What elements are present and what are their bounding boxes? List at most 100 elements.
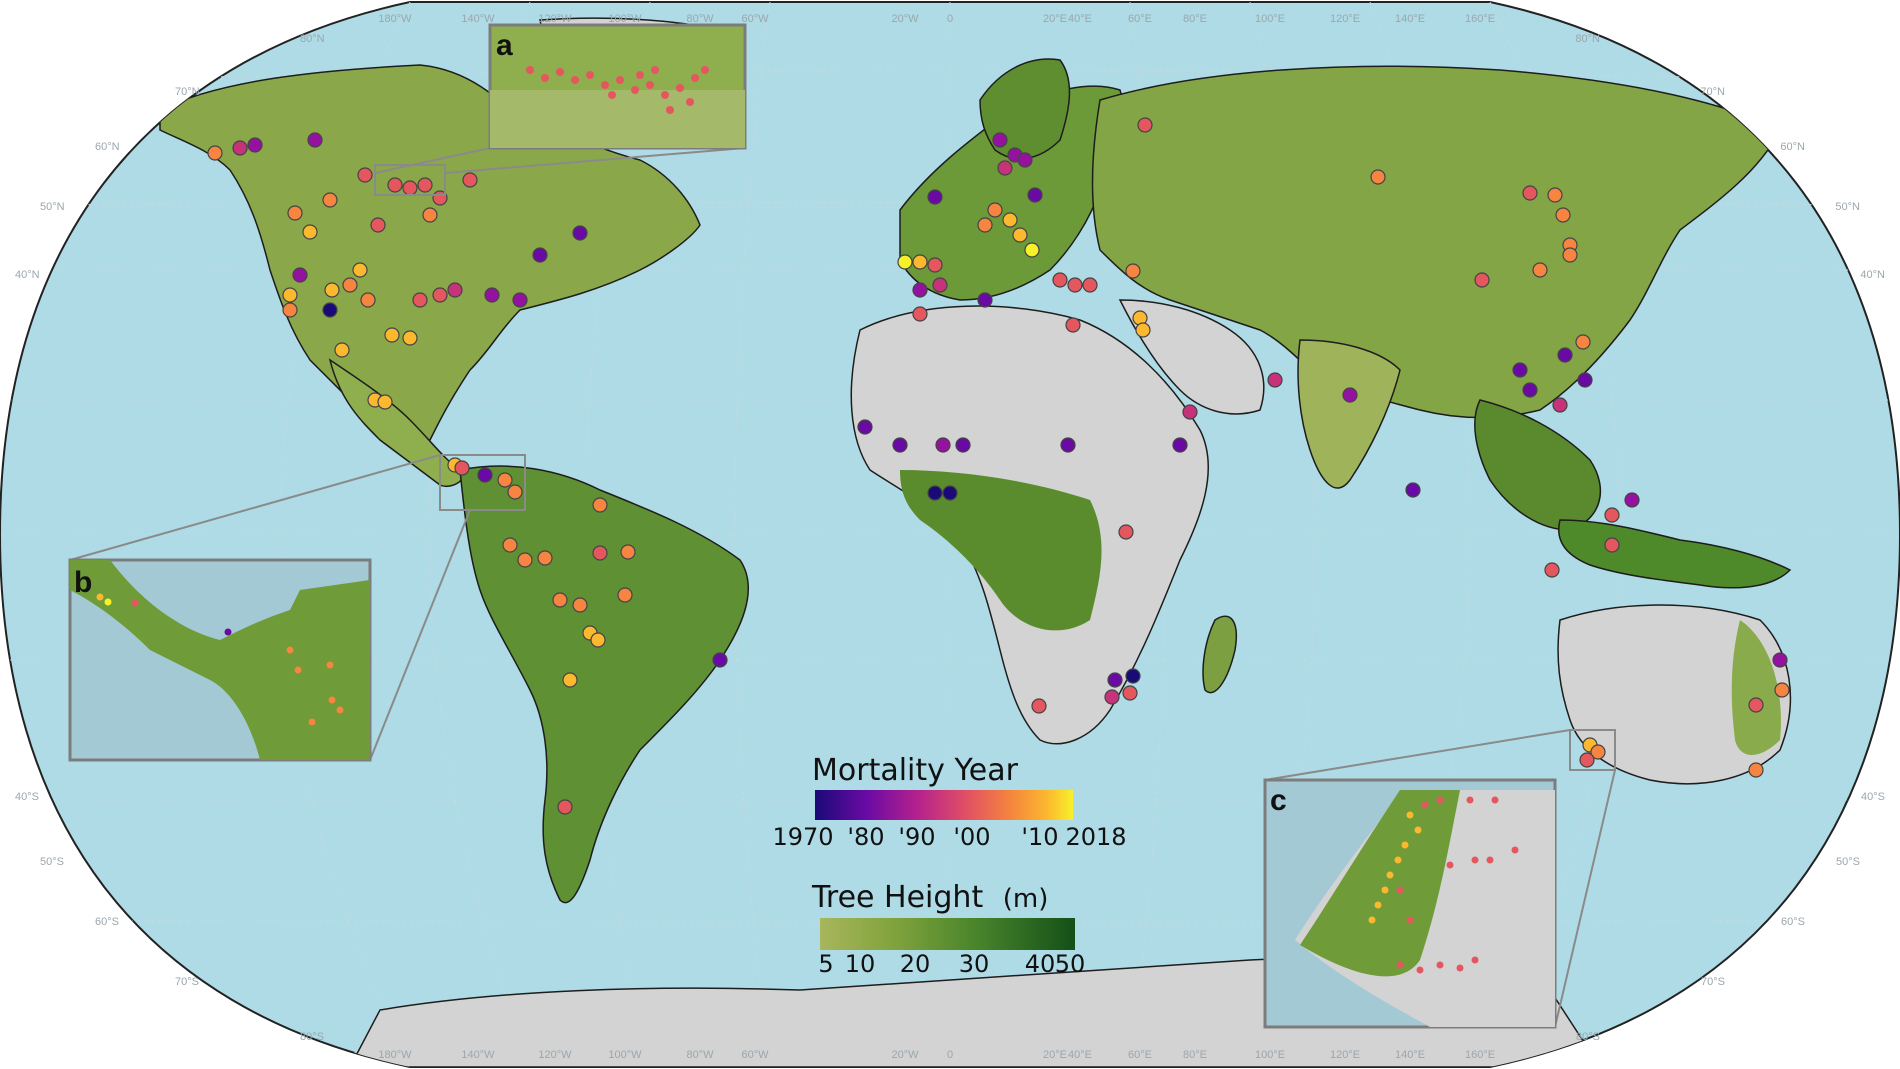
site-point bbox=[592, 497, 608, 513]
lat-label: 70°S bbox=[175, 976, 199, 988]
site-point bbox=[942, 485, 958, 501]
site-point bbox=[1052, 272, 1068, 288]
lon-label: 60°E bbox=[1128, 13, 1152, 25]
site-point bbox=[1575, 334, 1591, 350]
lon-label: 160°E bbox=[1465, 13, 1495, 25]
africa-forest bbox=[900, 470, 1102, 631]
height-tick: 20 bbox=[900, 950, 931, 978]
site-point bbox=[417, 177, 433, 193]
site-point bbox=[517, 552, 533, 568]
lon-label: 120°W bbox=[538, 1049, 572, 1061]
site-point bbox=[1562, 247, 1578, 263]
legend-tree-height: Tree Height (m) 5 10 20 30 40 50 bbox=[811, 880, 1085, 978]
lat-label: 80°S bbox=[300, 1031, 324, 1043]
site-point bbox=[592, 545, 608, 561]
lon-label: 80°E bbox=[1183, 13, 1207, 25]
site-point bbox=[1135, 322, 1151, 338]
lat-label: 70°S bbox=[1701, 976, 1725, 988]
site-point bbox=[1552, 397, 1568, 413]
lon-label: 0 bbox=[947, 13, 953, 25]
site-point bbox=[1118, 524, 1134, 540]
site-point bbox=[620, 544, 636, 560]
site-point bbox=[292, 267, 308, 283]
lat-label: 70°N bbox=[175, 86, 200, 98]
site-point bbox=[1544, 562, 1560, 578]
site-point bbox=[1604, 537, 1620, 553]
lon-label: 140°E bbox=[1395, 13, 1425, 25]
legend-height-title-text: Tree Height bbox=[811, 880, 983, 915]
site-point bbox=[1748, 762, 1764, 778]
site-point bbox=[912, 254, 928, 270]
site-point bbox=[1885, 787, 1900, 803]
lon-label: 180°W bbox=[378, 13, 412, 25]
lon-label: 20°E bbox=[1043, 13, 1067, 25]
lat-label: 70°N bbox=[1700, 86, 1725, 98]
lat-label: 60°N bbox=[1780, 141, 1805, 153]
site-point bbox=[402, 180, 418, 196]
site-point bbox=[932, 277, 948, 293]
legend-height-title: Tree Height (m) bbox=[811, 880, 1048, 915]
site-point bbox=[537, 550, 553, 566]
site-point bbox=[384, 327, 400, 343]
site-point bbox=[892, 437, 908, 453]
lon-label: 60°W bbox=[741, 13, 769, 25]
height-tick: 10 bbox=[845, 950, 876, 978]
site-point bbox=[377, 394, 393, 410]
site-point bbox=[497, 472, 513, 488]
site-point bbox=[287, 205, 303, 221]
site-point bbox=[1772, 652, 1788, 668]
site-point bbox=[207, 145, 223, 161]
lon-label: 80°W bbox=[686, 13, 714, 25]
site-point bbox=[1342, 387, 1358, 403]
site-point bbox=[1557, 347, 1573, 363]
site-point bbox=[1604, 507, 1620, 523]
site-point bbox=[617, 587, 633, 603]
inset-a-label: a bbox=[496, 29, 513, 62]
site-point bbox=[1579, 752, 1595, 768]
site-point bbox=[232, 140, 248, 156]
site-point bbox=[927, 189, 943, 205]
lat-label: 80°S bbox=[1576, 1031, 1600, 1043]
site-point bbox=[1125, 263, 1141, 279]
site-point bbox=[572, 597, 588, 613]
inset-b-label: b bbox=[74, 566, 92, 599]
inset-a: a bbox=[488, 23, 747, 150]
lat-label: 50°N bbox=[40, 201, 65, 213]
site-point bbox=[1512, 362, 1528, 378]
site-point bbox=[935, 437, 951, 453]
lat-label: 40°S bbox=[1861, 791, 1885, 803]
lon-label: 40°E bbox=[1068, 1049, 1092, 1061]
site-point bbox=[1024, 242, 1040, 258]
lon-label: 140°W bbox=[461, 13, 495, 25]
site-point bbox=[897, 254, 913, 270]
height-colorbar bbox=[820, 918, 1075, 950]
site-point bbox=[334, 342, 350, 358]
mortality-tick: 1970 bbox=[772, 823, 833, 851]
site-point bbox=[282, 302, 298, 318]
mortality-tick: '00 bbox=[953, 823, 990, 851]
site-point bbox=[1532, 262, 1548, 278]
site-point bbox=[422, 207, 438, 223]
lat-label: 50°S bbox=[40, 856, 64, 868]
site-point bbox=[927, 257, 943, 273]
site-point bbox=[997, 160, 1013, 176]
site-point bbox=[955, 437, 971, 453]
site-point bbox=[352, 262, 368, 278]
lon-label: 20°E bbox=[1043, 1049, 1067, 1061]
lat-label: 40°N bbox=[15, 269, 40, 281]
site-point bbox=[1012, 227, 1028, 243]
mortality-tick-labels: 1970 '80 '90 '00 '10 2018 bbox=[772, 823, 1126, 851]
lon-label: 0 bbox=[947, 1049, 953, 1061]
site-point bbox=[1027, 187, 1043, 203]
site-point bbox=[590, 632, 606, 648]
site-point bbox=[1774, 682, 1790, 698]
site-point bbox=[1555, 207, 1571, 223]
mortality-colorbar bbox=[815, 790, 1073, 820]
mortality-tick: '10 bbox=[1021, 823, 1058, 851]
zoom-source-b bbox=[439, 454, 526, 511]
site-point bbox=[370, 217, 386, 233]
lat-label: 80°N bbox=[300, 33, 325, 45]
site-point bbox=[557, 799, 573, 815]
legend-height-unit: (m) bbox=[1003, 884, 1049, 914]
australia-forest bbox=[1731, 620, 1781, 755]
